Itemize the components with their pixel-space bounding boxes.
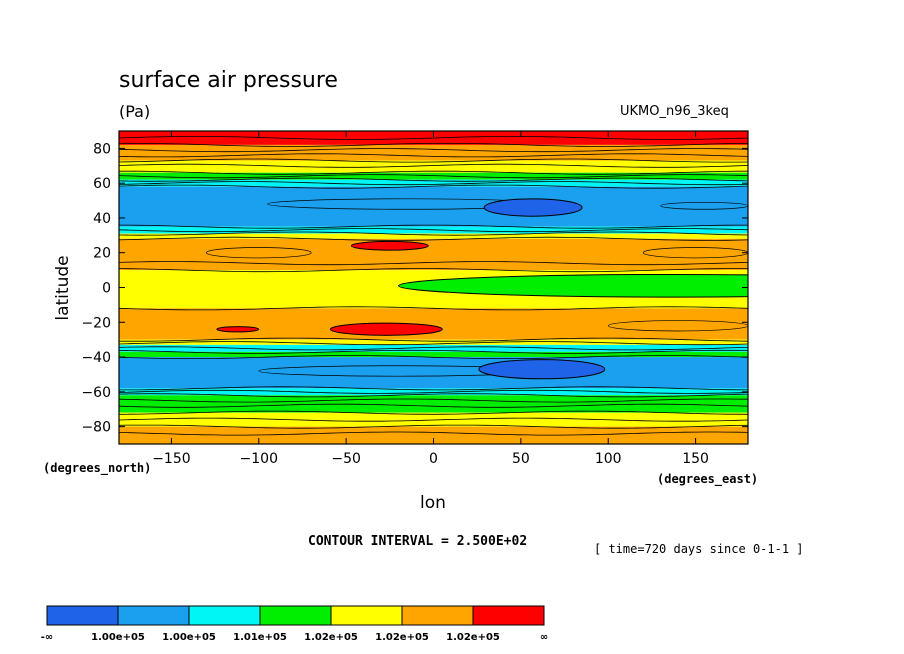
x-tick-label: 150	[682, 451, 709, 467]
legend-swatch-cyan	[188, 605, 261, 626]
x-tick-label: −150	[152, 451, 190, 467]
time-info: [ time=720 days since 0-1-1 ]	[594, 542, 804, 556]
pressure-band-8	[119, 238, 748, 271]
y-tick-label: 20	[93, 246, 111, 262]
y-axis-label: latitude	[53, 255, 73, 320]
legend-swatch-blue	[46, 605, 119, 626]
x-units-label: (degrees_east)	[657, 472, 758, 487]
pressure-band-18	[119, 426, 748, 444]
contour-line-22	[119, 355, 748, 359]
legend-swatch-green	[259, 605, 332, 626]
units-label: (Pa)	[119, 102, 151, 121]
contour-line-2	[119, 148, 748, 153]
pressure-region-red-2	[350, 240, 429, 251]
y-units-label: (degrees_north)	[43, 461, 151, 476]
contour-line-15	[119, 261, 748, 266]
contour-line-13	[119, 231, 748, 236]
pressure-band-3	[119, 172, 748, 180]
legend-label: 1.02e+05	[304, 632, 358, 643]
x-tick-label: 0	[429, 451, 438, 467]
pressure-band-7	[119, 233, 748, 239]
legend-swatch-orange	[401, 605, 474, 626]
contour-line-20	[119, 346, 748, 351]
pressure-band-10	[119, 308, 748, 340]
contour-line-26	[119, 398, 748, 403]
y-tick-label: −20	[81, 315, 111, 331]
contour-line-31	[119, 431, 748, 436]
legend-swatch-lightblue	[117, 605, 190, 626]
legend-swatch-red	[472, 605, 545, 626]
legend-label: 1.01e+05	[233, 632, 287, 643]
contour-line-16	[119, 268, 748, 273]
pressure-band-11	[119, 339, 748, 345]
x-tick-label: 100	[595, 451, 622, 467]
contour-line-18	[119, 337, 748, 342]
y-tick-label: −80	[81, 420, 111, 436]
pressure-region-red-4	[216, 326, 260, 333]
contour-line-9	[119, 181, 748, 186]
contour-line-24	[119, 389, 748, 394]
contour-line-25	[119, 393, 748, 398]
pressure-band-1	[119, 144, 748, 161]
legend-label: ∞	[540, 632, 548, 643]
contour-line-6	[119, 170, 748, 175]
contour-line-29	[119, 417, 748, 422]
legend-label: -∞	[41, 632, 53, 643]
pressure-band-16	[119, 395, 748, 413]
y-tick-label: 0	[102, 281, 111, 297]
contour-line-0	[119, 136, 748, 140]
y-tick-label: −40	[81, 350, 111, 366]
y-tick-label: 80	[93, 141, 111, 157]
pressure-band-14	[119, 357, 748, 389]
plot-area	[119, 131, 748, 444]
contour-line-21	[119, 349, 748, 354]
contour-line-14	[119, 236, 748, 241]
chart-title: surface air pressure	[119, 68, 338, 93]
contour-interval: CONTOUR INTERVAL = 2.500E+02	[308, 534, 528, 549]
pressure-band-4	[119, 179, 748, 187]
legend-label: 1.00e+05	[162, 632, 216, 643]
model-name: UKMO_n96_3keq	[620, 104, 729, 119]
pressure-region-blue-0	[483, 198, 583, 217]
pressure-region-green-5	[398, 273, 748, 298]
contour-line-8	[119, 177, 748, 182]
x-tick-label: 50	[512, 451, 530, 467]
pressure-band-12	[119, 344, 748, 352]
contour-line-27	[119, 403, 748, 408]
contour-line-11	[119, 224, 748, 229]
contour-line-12	[119, 228, 748, 233]
contour-line-30	[119, 424, 748, 429]
x-axis-label: lon	[420, 493, 446, 513]
pressure-band-2	[119, 160, 748, 173]
contour-line-1	[119, 142, 748, 147]
y-tick-label: 40	[93, 211, 111, 227]
legend-label: 1.00e+05	[91, 632, 145, 643]
pressure-band-5	[119, 186, 748, 227]
legend-swatch-yellow	[330, 605, 403, 626]
y-tick-label: −60	[81, 385, 111, 401]
contour-loop-5	[206, 247, 312, 259]
contour-line-28	[119, 410, 748, 415]
contour-line-23	[119, 386, 748, 391]
pressure-region-red-3	[329, 322, 443, 336]
pressure-region-blue-1	[478, 359, 606, 380]
contour-loop-2	[660, 201, 748, 210]
contour-line-7	[119, 174, 748, 179]
contour-line-19	[119, 341, 748, 346]
contour-line-10	[119, 184, 748, 189]
pressure-band-13	[119, 351, 748, 358]
x-tick-label: −100	[240, 451, 278, 467]
contour-line-4	[119, 158, 748, 163]
contour-line-5	[119, 163, 748, 168]
legend-label: 1.02e+05	[375, 632, 429, 643]
x-tick-label: −50	[331, 451, 361, 467]
contour-line-17	[119, 306, 748, 311]
legend-label: 1.02e+05	[446, 632, 500, 643]
pressure-band-15	[119, 388, 748, 396]
y-tick-label: 60	[93, 176, 111, 192]
contour-line-3	[119, 153, 748, 158]
